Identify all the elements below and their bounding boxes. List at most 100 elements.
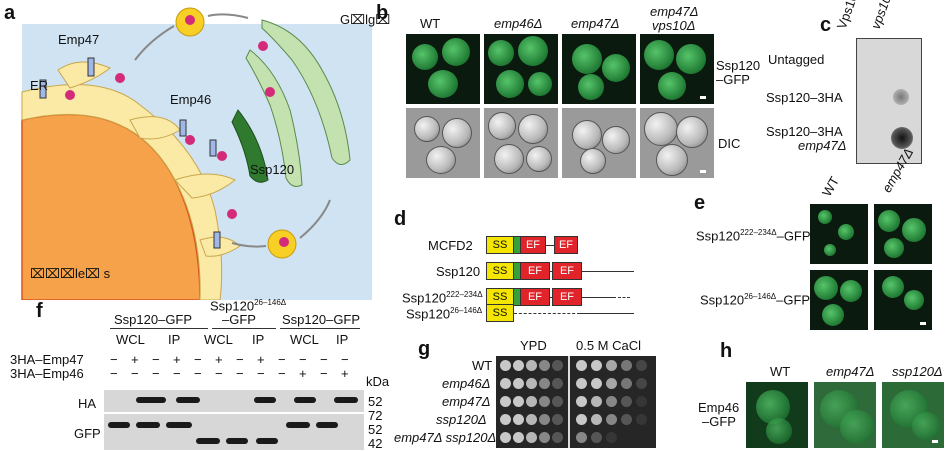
- panel-label-d: d: [394, 208, 407, 230]
- sign-emp46_signs-1: −: [131, 366, 139, 381]
- label-er: ER: [30, 78, 49, 93]
- growth-spot: [552, 414, 563, 425]
- arrow-golgi-to-vesicle: [207, 13, 249, 19]
- col-wt: WT: [420, 16, 441, 31]
- growth-spot: [500, 432, 511, 443]
- er-tubule-1: [57, 61, 111, 89]
- growth-spot: [500, 378, 511, 389]
- arrow-vesicle-to-golgi: [299, 199, 331, 239]
- growth-spot: [621, 414, 632, 425]
- sign-emp47_signs-3: +: [173, 352, 181, 367]
- sign-emp46_signs-5: −: [215, 366, 223, 381]
- panel-h: h WT emp47Δ ssp120Δ Emp46 –GFP: [686, 340, 946, 451]
- growth-spot: [636, 396, 647, 407]
- e-image-row2-wt: [810, 270, 868, 330]
- col-vps10-deletion: vps10Δ: [867, 0, 897, 31]
- kda-label: kDa: [366, 374, 390, 389]
- growth-spot: [526, 432, 537, 443]
- sign-emp46_signs-9: +: [299, 366, 307, 381]
- panel-e: e WT emp47Δ Ssp120222–234Δ–GFP Ssp12026–…: [676, 146, 946, 336]
- growth-spot: [539, 378, 550, 389]
- col-wt-h: WT: [770, 364, 791, 379]
- growth-spot: [576, 414, 587, 425]
- domain-row-label-3: Ssp120222–234Δ: [402, 290, 483, 306]
- ef-domain-2a: EF: [520, 262, 550, 280]
- label-emp47: Emp47: [58, 32, 100, 47]
- golgi-cisterna-2: [245, 49, 303, 187]
- sign-emp47_signs-0: −: [110, 352, 118, 367]
- row-emp47-label: 3HA–Emp47: [10, 352, 84, 367]
- panel-label-g: g: [418, 338, 431, 360]
- growth-spot: [591, 360, 602, 371]
- panel-label-f: f: [36, 300, 43, 322]
- strain-row-5: emp47Δ ssp120Δ: [394, 430, 497, 445]
- sign-emp46_signs-10: −: [320, 366, 328, 381]
- growth-spot: [500, 360, 511, 371]
- spot-assay-plate: [496, 356, 656, 448]
- dic-image-emp47-vps10: [640, 108, 714, 178]
- col-emp47-h: emp47Δ: [826, 364, 875, 379]
- growth-spot: [526, 378, 537, 389]
- sign-emp47_signs-5: +: [215, 352, 223, 367]
- marker-52-bottom: 52: [368, 422, 383, 437]
- growth-spot: [513, 414, 524, 425]
- ss-domain-4: SS: [486, 304, 514, 322]
- group1-title: Ssp120–GFP: [114, 312, 193, 327]
- label-emp46: Emp46: [170, 92, 212, 107]
- label-ssp120: Ssp120: [250, 162, 295, 177]
- domain-row-label-2: Ssp120: [436, 264, 481, 279]
- ef-domain-3b: EF: [552, 288, 582, 306]
- golgi-cisterna-3: [231, 109, 269, 183]
- col-ssp120-h: ssp120Δ: [892, 364, 943, 379]
- growth-spot: [621, 360, 632, 371]
- growth-spot: [606, 414, 617, 425]
- panel-d: d MCFD2 SS EF EF Ssp120 SS EF EF Ssp1202…: [376, 204, 676, 324]
- trafficking-diagram: [21, 7, 372, 300]
- marker-52-top: 52: [368, 394, 383, 409]
- panel-f: f Ssp120–GFP Ssp12026–146Δ –GFP Ssp120–G…: [0, 298, 389, 451]
- row1-label-e: Ssp120222–234Δ–GFP: [696, 228, 811, 244]
- row-3ha: Ssp120–3HA: [766, 90, 843, 105]
- wcl-2: WCL: [204, 332, 233, 347]
- growth-spot: [591, 432, 602, 443]
- growth-spot: [576, 360, 587, 371]
- col-emp47: emp47Δ: [571, 16, 620, 31]
- dic-image-emp46: [484, 108, 558, 178]
- growth-spot: [591, 378, 602, 389]
- wcl-1: WCL: [116, 332, 145, 347]
- gfp-image-emp47: [562, 34, 636, 104]
- growth-spot: [500, 396, 511, 407]
- growth-spot: [576, 396, 587, 407]
- ef-domain-1b: EF: [554, 236, 578, 254]
- sign-emp47_signs-10: −: [320, 352, 328, 367]
- e-image-row1-wt: [810, 204, 868, 264]
- marker-72: 72: [368, 408, 383, 423]
- sign-emp47_signs-11: −: [341, 352, 349, 367]
- dic-image-emp47: [562, 108, 636, 178]
- ss-domain-2: SS: [486, 262, 514, 280]
- sign-emp47_signs-7: +: [257, 352, 265, 367]
- golgi-cisterna-1: [261, 19, 351, 165]
- growth-spot: [513, 378, 524, 389]
- blot-gfp-label: GFP: [74, 426, 101, 441]
- sign-emp46_signs-3: −: [173, 366, 181, 381]
- group2-title-1: Ssp12026–146Δ: [210, 298, 287, 314]
- growth-spot: [576, 378, 587, 389]
- panel-label-e: e: [694, 192, 706, 214]
- growth-spot: [539, 432, 550, 443]
- wcl-3: WCL: [290, 332, 319, 347]
- h-image-ssp120: [882, 382, 944, 448]
- sign-emp47_signs-4: −: [194, 352, 202, 367]
- sign-emp46_signs-11: +: [341, 366, 349, 381]
- growth-spot: [513, 396, 524, 407]
- sign-emp47_signs-6: −: [236, 352, 244, 367]
- sign-emp46_signs-4: −: [194, 366, 202, 381]
- growth-spot: [636, 360, 647, 371]
- growth-spot: [539, 396, 550, 407]
- growth-spot: [591, 414, 602, 425]
- growth-spot: [636, 414, 647, 425]
- er-shape: [21, 84, 223, 300]
- dic-image-wt: [406, 108, 480, 178]
- growth-spot: [513, 432, 524, 443]
- marker-42: 42: [368, 436, 383, 451]
